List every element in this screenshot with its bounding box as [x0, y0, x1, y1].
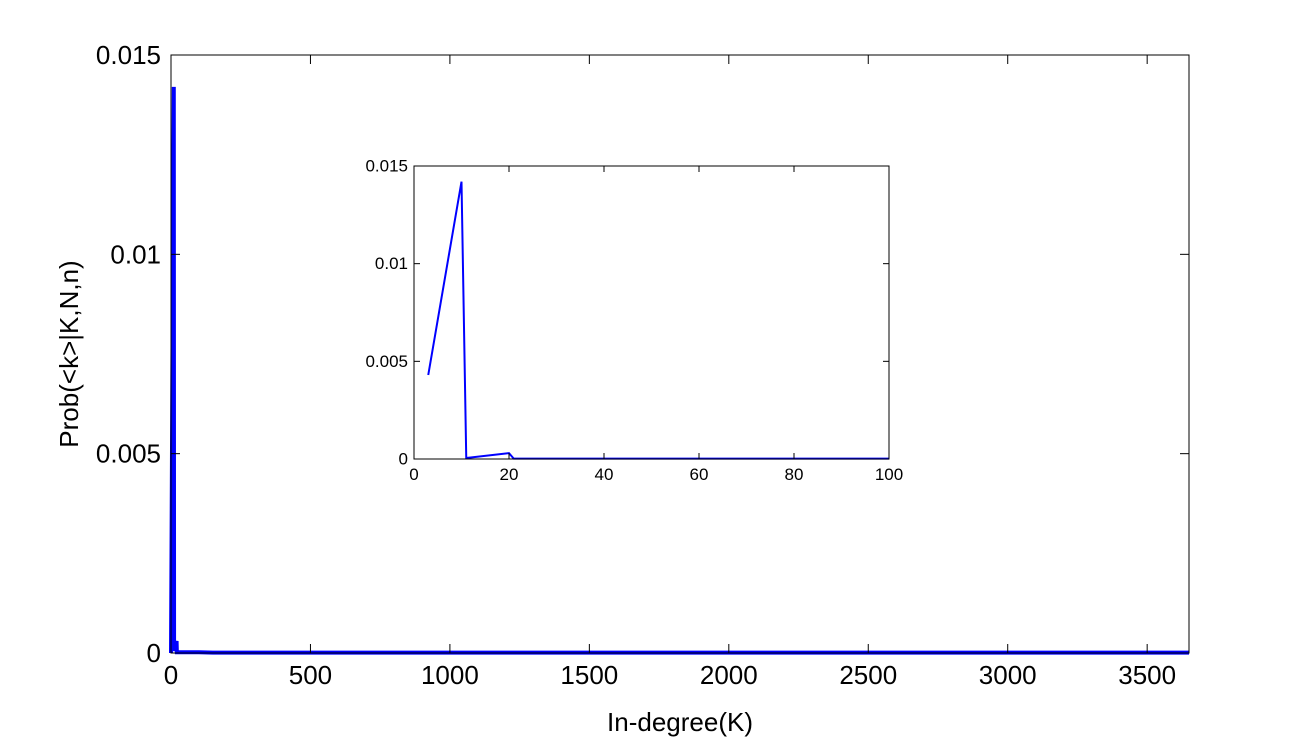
- main-y-tick-label: 0: [147, 638, 161, 668]
- inset-y-tick-label: 0.005: [365, 352, 408, 371]
- main-y-tick-label: 0.005: [96, 439, 161, 469]
- main-x-tick-label: 1500: [560, 660, 618, 690]
- inset-y-tick-label: 0.015: [365, 157, 408, 176]
- main-x-tick-label: 3000: [979, 660, 1037, 690]
- main-y-tick-label: 0.015: [96, 40, 161, 70]
- inset-chart: 0 20 40 60 80 100 0 0.005 0.01 0.015: [365, 157, 903, 485]
- main-y-tick-label: 0.01: [110, 239, 161, 269]
- main-x-tick-label: 0: [164, 660, 178, 690]
- main-x-tick-label: 1000: [421, 660, 479, 690]
- inset-x-tick-label: 60: [690, 465, 709, 484]
- main-x-tick-label: 2500: [839, 660, 897, 690]
- inset-x-tick-label: 100: [875, 465, 903, 484]
- inset-x-tick-label: 20: [500, 465, 519, 484]
- inset-x-tick-label: 80: [785, 465, 804, 484]
- inset-axes-frame: [413, 165, 890, 460]
- inset-y-tick-label: 0.01: [375, 254, 408, 273]
- inset-plot-area: [414, 166, 889, 459]
- main-x-tick-label: 500: [289, 660, 332, 690]
- main-x-axis-label: In-degree(K): [607, 707, 753, 737]
- main-y-axis-label: Prob(<k>|K,N,n): [54, 260, 84, 447]
- inset-x-tick-label: 40: [595, 465, 614, 484]
- inset-y-tick-label: 0: [399, 450, 408, 469]
- inset-x-tick-label: 0: [409, 465, 418, 484]
- main-chart: 0 500 1000 1500 2000 2500 3000 350000.0050.010.…: [54, 40, 1190, 737]
- main-series-line-0: [169, 86, 1189, 655]
- main-axes-frame: [170, 54, 1190, 654]
- main-x-tick-label: 2000: [700, 660, 758, 690]
- main-x-tick-label: 3500: [1118, 660, 1176, 690]
